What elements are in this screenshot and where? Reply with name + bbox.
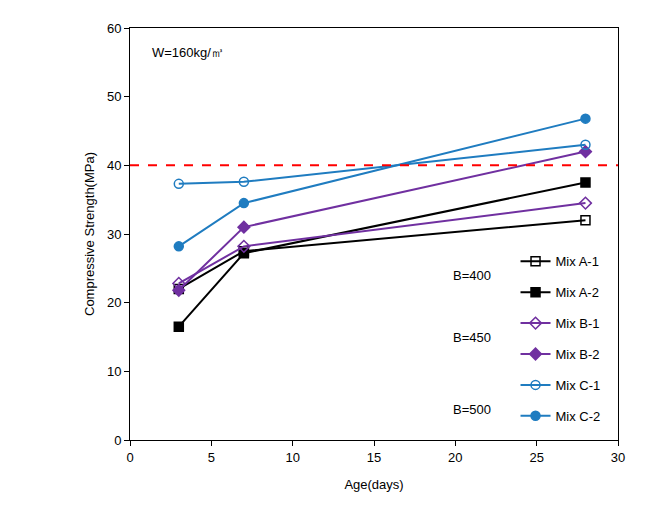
svg-text:25: 25 <box>529 450 543 465</box>
svg-text:5: 5 <box>208 450 215 465</box>
svg-text:Age(days): Age(days) <box>344 477 403 492</box>
svg-text:30: 30 <box>107 227 121 242</box>
svg-text:10: 10 <box>285 450 299 465</box>
svg-text:Mix B-2: Mix B-2 <box>556 347 600 362</box>
svg-text:Mix A-2: Mix A-2 <box>556 285 599 300</box>
svg-text:Mix C-1: Mix C-1 <box>556 378 601 393</box>
svg-text:B=450: B=450 <box>453 330 491 345</box>
svg-text:W=160kg/㎥: W=160kg/㎥ <box>152 45 224 60</box>
svg-text:Compressive Strength(MPa): Compressive Strength(MPa) <box>82 152 97 316</box>
svg-text:30: 30 <box>611 450 625 465</box>
svg-text:50: 50 <box>107 89 121 104</box>
svg-text:Mix A-1: Mix A-1 <box>556 254 599 269</box>
svg-text:0: 0 <box>114 433 121 448</box>
svg-text:Mix B-1: Mix B-1 <box>556 316 600 331</box>
svg-text:10: 10 <box>107 364 121 379</box>
svg-text:B=400: B=400 <box>453 268 491 283</box>
svg-text:15: 15 <box>367 450 381 465</box>
svg-text:20: 20 <box>448 450 462 465</box>
svg-text:20: 20 <box>107 295 121 310</box>
svg-text:60: 60 <box>107 21 121 36</box>
svg-text:40: 40 <box>107 158 121 173</box>
svg-text:B=500: B=500 <box>453 402 491 417</box>
svg-text:Mix C-2: Mix C-2 <box>556 409 601 424</box>
svg-text:0: 0 <box>126 450 133 465</box>
